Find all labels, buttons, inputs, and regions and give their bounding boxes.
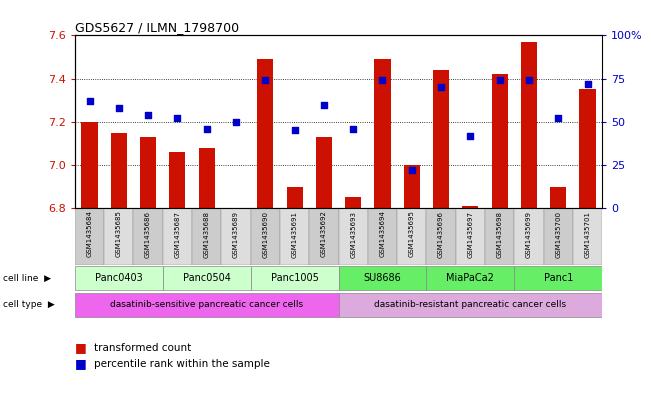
FancyBboxPatch shape	[221, 208, 251, 265]
FancyBboxPatch shape	[75, 266, 163, 290]
Bar	[316, 137, 332, 208]
FancyBboxPatch shape	[397, 208, 426, 265]
Point	[289, 127, 299, 134]
Text: GSM1435695: GSM1435695	[409, 211, 415, 257]
FancyBboxPatch shape	[75, 208, 104, 265]
Text: percentile rank within the sample: percentile rank within the sample	[94, 358, 270, 369]
Text: GSM1435688: GSM1435688	[204, 211, 210, 257]
Text: GSM1435696: GSM1435696	[438, 211, 444, 257]
Bar	[492, 74, 508, 208]
Text: MiaPaCa2: MiaPaCa2	[447, 273, 494, 283]
Point	[348, 126, 358, 132]
FancyBboxPatch shape	[104, 208, 133, 265]
Point	[583, 81, 593, 87]
Point	[406, 167, 417, 173]
Text: Panc1: Panc1	[544, 273, 573, 283]
Text: SU8686: SU8686	[364, 273, 401, 283]
Bar	[169, 152, 186, 208]
Point	[553, 115, 564, 121]
Point	[436, 84, 447, 90]
Text: GSM1435689: GSM1435689	[233, 211, 239, 257]
Text: cell line  ▶: cell line ▶	[3, 274, 51, 283]
Text: dasatinib-resistant pancreatic cancer cells: dasatinib-resistant pancreatic cancer ce…	[374, 301, 566, 309]
Point	[143, 112, 154, 118]
Bar	[140, 137, 156, 208]
FancyBboxPatch shape	[456, 208, 485, 265]
Text: GSM1435697: GSM1435697	[467, 211, 473, 257]
Bar	[257, 59, 273, 208]
FancyBboxPatch shape	[426, 208, 456, 265]
FancyBboxPatch shape	[163, 208, 192, 265]
Text: GSM1435684: GSM1435684	[87, 211, 92, 257]
Text: GDS5627 / ILMN_1798700: GDS5627 / ILMN_1798700	[75, 21, 239, 34]
FancyBboxPatch shape	[192, 208, 221, 265]
FancyBboxPatch shape	[280, 208, 309, 265]
Bar	[433, 70, 449, 208]
FancyBboxPatch shape	[251, 208, 280, 265]
FancyBboxPatch shape	[163, 266, 251, 290]
Point	[114, 105, 124, 111]
Bar	[550, 187, 566, 208]
Text: dasatinib-sensitive pancreatic cancer cells: dasatinib-sensitive pancreatic cancer ce…	[110, 301, 303, 309]
Text: GSM1435691: GSM1435691	[292, 211, 298, 257]
FancyBboxPatch shape	[514, 266, 602, 290]
Point	[523, 77, 534, 83]
Text: GSM1435699: GSM1435699	[526, 211, 532, 257]
FancyBboxPatch shape	[485, 208, 514, 265]
Text: ■: ■	[75, 341, 90, 354]
FancyBboxPatch shape	[251, 266, 339, 290]
FancyBboxPatch shape	[75, 293, 339, 317]
Text: GSM1435685: GSM1435685	[116, 211, 122, 257]
Text: GSM1435700: GSM1435700	[555, 211, 561, 257]
FancyBboxPatch shape	[309, 208, 339, 265]
Text: GSM1435687: GSM1435687	[174, 211, 180, 257]
Text: GSM1435701: GSM1435701	[585, 211, 590, 257]
FancyBboxPatch shape	[339, 266, 426, 290]
FancyBboxPatch shape	[544, 208, 573, 265]
Point	[173, 115, 183, 121]
Text: ■: ■	[75, 357, 90, 370]
Bar	[374, 59, 391, 208]
Point	[85, 98, 95, 104]
Text: Panc0403: Panc0403	[95, 273, 143, 283]
Point	[202, 126, 212, 132]
Bar	[199, 148, 215, 208]
Text: Panc1005: Panc1005	[271, 273, 318, 283]
FancyBboxPatch shape	[133, 208, 163, 265]
FancyBboxPatch shape	[339, 293, 602, 317]
Point	[260, 77, 271, 83]
Text: GSM1435692: GSM1435692	[321, 211, 327, 257]
Bar	[286, 187, 303, 208]
Text: GSM1435698: GSM1435698	[497, 211, 503, 257]
Point	[465, 132, 476, 139]
Text: GSM1435694: GSM1435694	[380, 211, 385, 257]
Bar	[111, 132, 127, 208]
Point	[319, 101, 329, 108]
Bar	[521, 42, 537, 208]
Point	[231, 119, 242, 125]
Text: GSM1435690: GSM1435690	[262, 211, 268, 257]
Bar	[579, 89, 596, 208]
Text: cell type  ▶: cell type ▶	[3, 301, 55, 309]
FancyBboxPatch shape	[339, 208, 368, 265]
Text: GSM1435686: GSM1435686	[145, 211, 151, 257]
Text: Panc0504: Panc0504	[183, 273, 230, 283]
FancyBboxPatch shape	[514, 208, 544, 265]
Text: GSM1435693: GSM1435693	[350, 211, 356, 257]
Bar	[345, 197, 361, 208]
Text: transformed count: transformed count	[94, 343, 191, 353]
Point	[495, 77, 505, 83]
Bar	[462, 206, 478, 208]
Point	[378, 77, 388, 83]
Bar	[404, 165, 420, 208]
Bar	[81, 122, 98, 208]
FancyBboxPatch shape	[426, 266, 514, 290]
FancyBboxPatch shape	[573, 208, 602, 265]
FancyBboxPatch shape	[368, 208, 397, 265]
